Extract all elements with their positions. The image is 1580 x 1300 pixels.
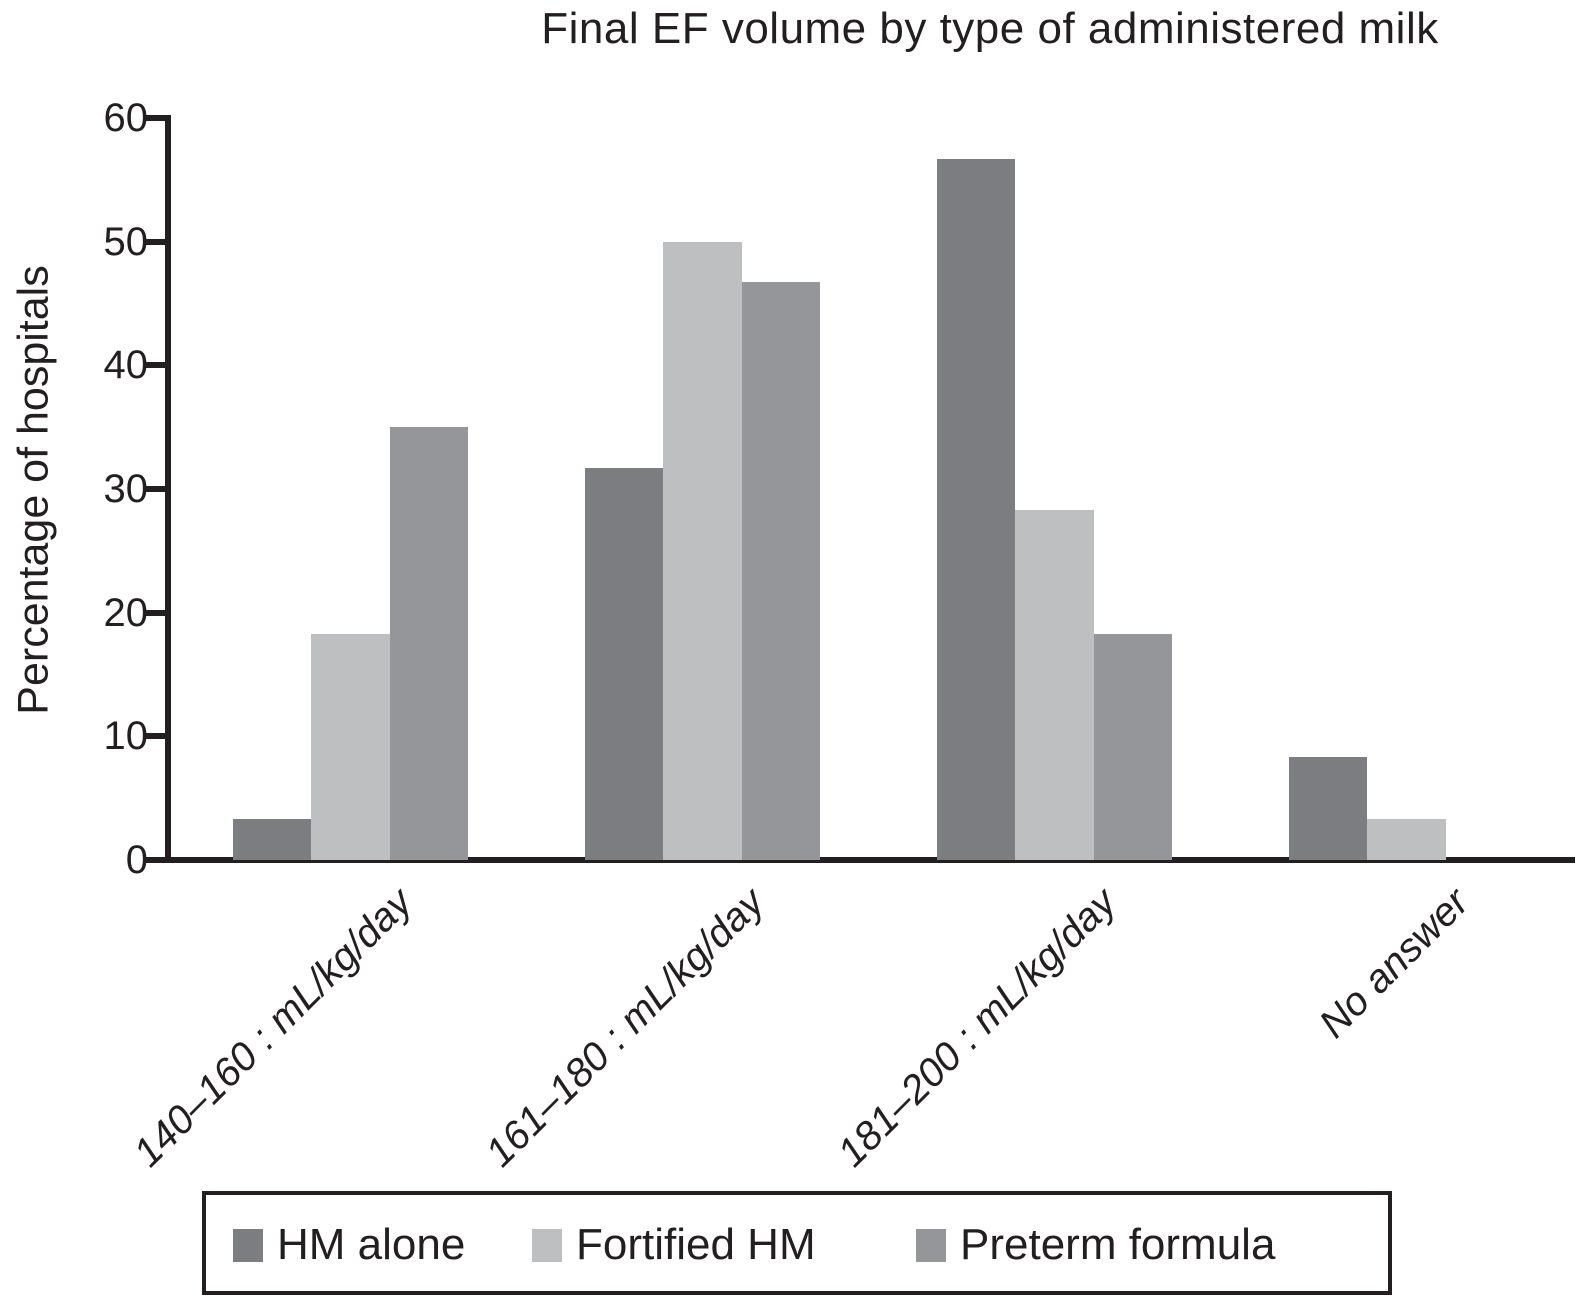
bar-fortified-hm-cat3 <box>1015 510 1094 860</box>
legend-label-preterm-formula: Preterm formula <box>960 1220 1276 1269</box>
y-tick-mark-60 <box>145 115 165 121</box>
bar-fortified-hm-cat2 <box>663 241 742 860</box>
chart-title: Final EF volume by type of administered … <box>541 4 1439 53</box>
y-tick-label-60: 60 <box>103 96 149 140</box>
legend-box: HM alone Fortified HM Preterm formula <box>202 1191 1392 1295</box>
y-tick-label-10: 10 <box>103 714 149 758</box>
y-tick-label-20: 20 <box>103 591 149 635</box>
y-tick-mark-30 <box>145 486 165 492</box>
y-axis-line <box>165 115 171 863</box>
bar-preterm-formula-cat3 <box>1093 633 1172 860</box>
legend-item-preterm-formula: Preterm formula <box>916 1217 1275 1273</box>
y-tick-label-40: 40 <box>103 343 149 387</box>
y-tick-label-0: 0 <box>125 838 148 882</box>
legend-label-hm-alone: HM alone <box>277 1220 466 1269</box>
bar-preterm-formula-cat1 <box>389 427 468 860</box>
legend-label-fortified-hm: Fortified HM <box>576 1220 816 1269</box>
y-tick-mark-10 <box>145 733 165 740</box>
bar-fortified-hm-cat4 <box>1367 819 1446 860</box>
legend-swatch-hm-alone-icon <box>233 1228 263 1262</box>
bar-preterm-formula-cat2 <box>741 282 820 860</box>
y-tick-label-50: 50 <box>103 220 149 264</box>
bar-hm-alone-cat2 <box>585 467 664 860</box>
legend-swatch-fortified-hm-icon <box>532 1228 562 1262</box>
y-tick-label-30: 30 <box>103 467 149 511</box>
y-tick-mark-40 <box>145 362 165 369</box>
x-category-label-2: 161–180 : mL/kg/day <box>477 880 774 1176</box>
legend-swatch-preterm-formula-icon <box>916 1228 946 1262</box>
x-category-label-4: No answer <box>1310 880 1478 1047</box>
x-category-label-3: 181–200 : mL/kg/day <box>829 880 1126 1176</box>
bar-hm-alone-cat1 <box>233 819 312 860</box>
bar-hm-alone-cat4 <box>1289 757 1368 860</box>
legend-item-fortified-hm: Fortified HM <box>532 1217 816 1273</box>
legend-item-hm-alone: HM alone <box>233 1217 465 1273</box>
y-tick-mark-20 <box>145 609 165 616</box>
bar-hm-alone-cat3 <box>937 158 1016 860</box>
x-category-label-1: 140–160 : mL/kg/day <box>125 880 422 1176</box>
y-tick-mark-0 <box>145 857 165 863</box>
bar-fortified-hm-cat1 <box>311 633 390 860</box>
y-tick-mark-50 <box>145 238 165 245</box>
x-axis-line <box>165 857 1575 863</box>
